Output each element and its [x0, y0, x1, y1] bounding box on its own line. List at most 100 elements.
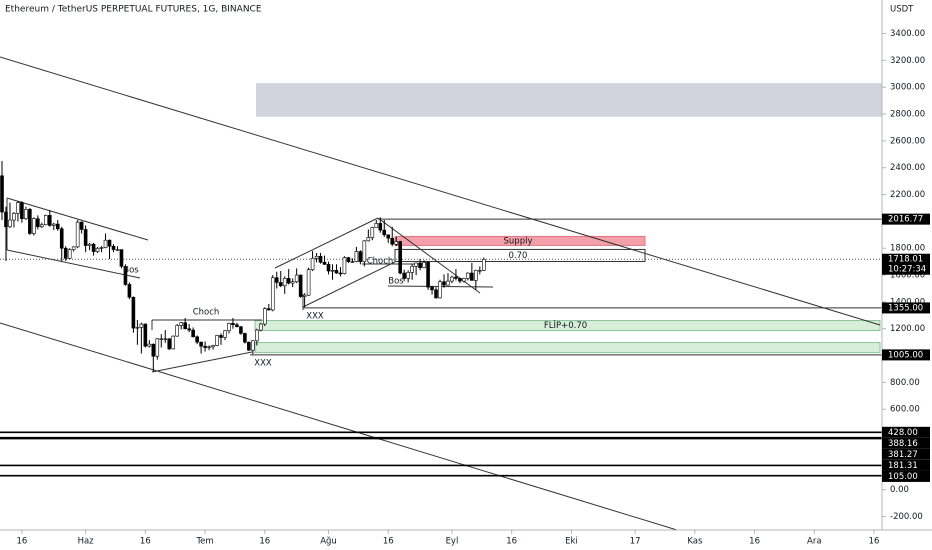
zone: [254, 320, 881, 331]
candle-body: [378, 223, 383, 231]
candle-body: [167, 338, 172, 350]
y-tick-label: 2800.00: [890, 110, 925, 120]
x-tick-label: Ağu: [320, 537, 337, 547]
candle-body: [362, 240, 367, 262]
price-labels: 2016.771355.001005.00428.00388.16381.271…: [882, 213, 930, 482]
candle-body: [115, 249, 120, 251]
y-tick-label: 1800.00: [890, 244, 925, 254]
candle-body: [442, 281, 446, 286]
candle-body: [51, 223, 56, 226]
y-tick-label: 2400.00: [890, 163, 925, 173]
y-tick-label: 800.00: [890, 378, 920, 388]
candle-body: [454, 276, 458, 279]
annotation: Choch: [193, 308, 220, 318]
candle-body: [390, 237, 395, 245]
candle-body: [135, 327, 140, 329]
candle-body: [370, 227, 375, 238]
candle-body: [87, 243, 92, 246]
candle-body: [36, 218, 40, 228]
candle-body: [394, 241, 399, 245]
candle-body: [274, 277, 279, 283]
x-tick-label: Kas: [687, 537, 703, 547]
x-tick-label: 16: [869, 537, 880, 547]
candle-body: [243, 333, 247, 343]
annotation: XXX: [254, 359, 272, 369]
candle-body: [414, 262, 418, 267]
candle-body: [131, 296, 136, 329]
candle-body: [20, 202, 24, 220]
candle-body: [334, 270, 339, 274]
candle-body: [434, 289, 438, 299]
candle-body: [32, 218, 36, 234]
candle-body: [71, 246, 76, 250]
y-tick-label: 1200.00: [890, 324, 925, 334]
zone: [256, 83, 932, 117]
candle-body: [382, 229, 387, 236]
zone: [394, 248, 646, 263]
candle-body: [199, 341, 203, 347]
candle-body: [366, 237, 371, 242]
candle-body: [83, 229, 88, 246]
y-tick-label: 2200.00: [890, 190, 925, 200]
level-label: 381.27: [888, 450, 918, 460]
candle-body: [67, 249, 72, 259]
x-tick-label: 16: [506, 537, 517, 547]
y-tick-label: -200.00: [890, 512, 923, 522]
level-label: 388.16: [888, 439, 918, 449]
candle-body: [107, 239, 112, 247]
candle-body: [346, 257, 351, 262]
candle-body: [195, 336, 199, 343]
candle-body: [215, 335, 219, 346]
y-tick-label: 3400.00: [890, 29, 925, 39]
last-price-label: 1718.01: [888, 255, 923, 265]
candle-body: [191, 329, 195, 338]
candle-body: [227, 323, 231, 332]
candle-body: [318, 255, 323, 263]
candle-body: [310, 257, 315, 270]
candle-body: [450, 276, 454, 282]
candle-body: [40, 224, 44, 228]
y-tick-label: 3200.00: [890, 56, 925, 66]
candle-body: [338, 272, 343, 275]
candle-body: [44, 215, 48, 226]
last-price-box: [882, 253, 930, 275]
trend-line: [0, 322, 678, 531]
candle-body: [482, 258, 486, 271]
candle-body: [247, 341, 251, 351]
candle-body: [422, 262, 426, 268]
level-label-box: [882, 426, 930, 438]
candle-body: [223, 330, 227, 338]
x-tick-label: Tem: [195, 537, 213, 547]
annotation: XXX: [306, 312, 324, 322]
candle-body: [430, 286, 434, 291]
candle-body: [298, 274, 303, 297]
candle-body: [219, 335, 223, 338]
candle-body: [16, 202, 20, 214]
candle-body: [358, 251, 363, 262]
level-label: 181.31: [888, 461, 918, 471]
candle-body: [179, 322, 183, 326]
level-label: 2016.77: [888, 215, 923, 225]
candle-body: [95, 247, 100, 252]
zone: [254, 342, 881, 354]
candle-body: [207, 346, 211, 348]
level-label: 1355.00: [888, 303, 923, 313]
candle-body: [8, 219, 12, 228]
candle-body: [270, 277, 275, 311]
candle-body: [55, 223, 60, 230]
candle-body: [239, 326, 243, 334]
candle-body: [159, 338, 164, 340]
candle-body: [266, 308, 271, 311]
y-tick-label: 1600.00: [890, 271, 925, 281]
candle-body: [28, 209, 32, 234]
candle-body: [75, 221, 80, 248]
annotation: Bos: [123, 266, 139, 276]
candle-body: [259, 323, 263, 331]
candle-body: [386, 234, 391, 239]
candle-body: [235, 324, 239, 328]
candle-body: [147, 343, 152, 347]
candle-body: [251, 340, 255, 351]
x-tick-label: 17: [630, 537, 641, 547]
candle-body: [263, 308, 267, 325]
